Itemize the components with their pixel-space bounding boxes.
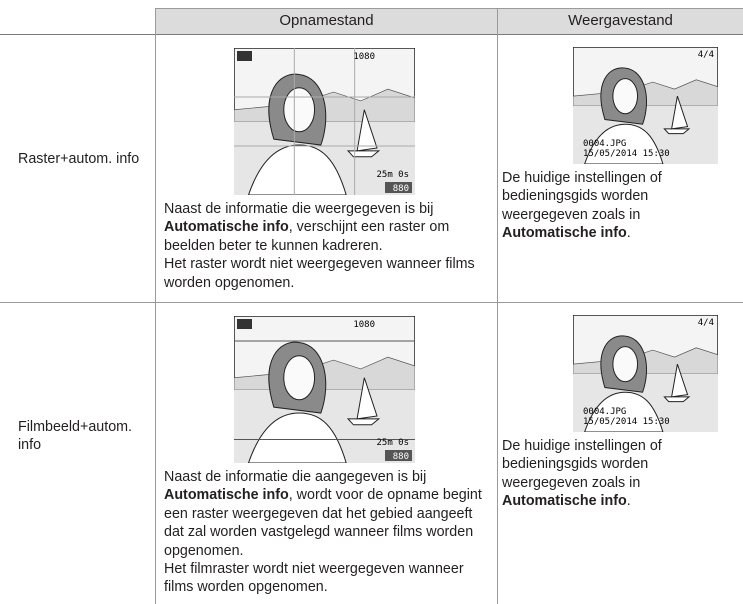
screen-text: 4/4 [698, 50, 714, 60]
paragraph: De huidige instellingen of bedieningsgid… [502, 437, 682, 511]
header-bottom-line [0, 34, 743, 35]
scene-shape [283, 355, 316, 401]
bold-text: Automatische info [502, 225, 627, 242]
scene-shape [247, 412, 347, 463]
screen-badge [385, 182, 412, 193]
screen-text: 880 [393, 452, 409, 462]
column-header: Weergavestand [568, 12, 673, 29]
column-line [497, 8, 498, 604]
screen-text: 880 [393, 184, 409, 194]
scene-shape [663, 363, 691, 403]
column-header: Opnamestand [279, 12, 374, 29]
scene-shape [663, 95, 691, 135]
screen-icon [237, 51, 252, 61]
text: , wordt voor de opname begint een raster… [164, 487, 482, 559]
scene-shape [283, 87, 316, 133]
text: De huidige instellingen of bedieningsgid… [502, 438, 662, 491]
screen-text: 15/05/2014 15:30 [583, 417, 670, 427]
text: Het filmraster wordt niet weergegeven wa… [164, 561, 464, 596]
paragraph: Naast de informatie die weergegeven is b… [164, 200, 494, 255]
text: Naast de informatie die weergegeven is b… [164, 201, 434, 217]
scene-shape [612, 346, 639, 383]
text: . [626, 225, 631, 242]
paragraph: Het filmraster wordt niet weergegeven wa… [164, 560, 494, 597]
screen-icon [237, 319, 252, 329]
scene-shape [612, 78, 639, 115]
screen-text: 15/05/2014 15:30 [583, 149, 670, 159]
screen-badge [385, 450, 412, 461]
screen-text: 25m 0s [376, 170, 409, 180]
row-separator [0, 302, 743, 303]
bold-text: Automatische info [502, 493, 627, 510]
scene-shape [584, 123, 664, 164]
text: Naast de informatie die aangegeven is bi… [164, 469, 427, 485]
scene-shape [247, 144, 347, 195]
camera-screen: 1080 25m 0s 880 [234, 316, 415, 463]
screen-text: 0004.JPG [583, 407, 626, 417]
description: De huidige instellingen of bedieningsgid… [502, 169, 682, 243]
text: Het raster wordt niet weergegeven wannee… [164, 256, 475, 291]
column-line [155, 8, 156, 604]
screen-text: 25m 0s [376, 438, 409, 448]
scene-shape [584, 391, 664, 432]
text: De huidige instellingen of bedieningsgid… [502, 170, 662, 223]
screen-text: 1080 [353, 52, 375, 62]
row-label: Raster+autom. info [18, 151, 140, 167]
description: Naast de informatie die weergegeven is b… [164, 200, 494, 292]
paragraph: Het raster wordt niet weergegeven wannee… [164, 255, 494, 292]
bold-text: Automatische info [164, 487, 289, 504]
screen-text: 0004.JPG [583, 139, 626, 149]
bold-text: Automatische info [164, 219, 289, 236]
screen-text: 1080 [353, 320, 375, 330]
paragraph: De huidige instellingen of bedieningsgid… [502, 169, 682, 243]
row-label: Filmbeeld+autom. info [18, 419, 133, 453]
camera-screen: 1080 25m 0s 880 [234, 48, 415, 195]
header-top-line [155, 8, 743, 9]
description: Naast de informatie die aangegeven is bi… [164, 468, 494, 597]
screen-text: 4/4 [698, 318, 714, 328]
text: , verschijnt een raster om beelden beter… [164, 219, 450, 254]
paragraph: Naast de informatie die aangegeven is bi… [164, 468, 494, 560]
header-background [155, 8, 743, 34]
description: De huidige instellingen of bedieningsgid… [502, 437, 682, 511]
text: . [626, 493, 631, 510]
scene-shape [346, 109, 381, 158]
scene-shape [346, 377, 381, 426]
